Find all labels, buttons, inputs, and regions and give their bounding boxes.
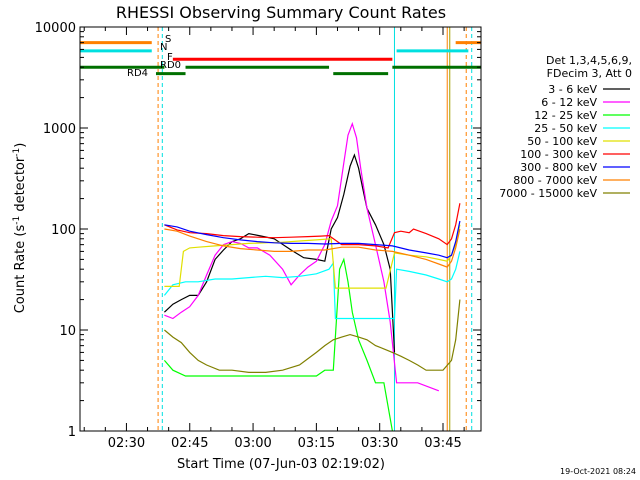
legend-label-1: 3 - 6 keV [548,83,597,96]
legend-header-line-2: FDecim 3, Att 0 [547,67,632,80]
x-tick-label-5: 03:30 [361,436,398,451]
series-line-3 [163,257,393,432]
series-line-4 [163,251,461,320]
legend-label-3: 12 - 25 keV [534,109,597,122]
x-axis-label: Start Time (07-Jun-03 02:19:02) [177,457,385,472]
x-tick-label-6: 03:45 [424,436,461,451]
flag-label-f: F [167,52,173,63]
flag-label-rd0: RD0 [160,60,181,71]
series-line-2 [164,121,440,392]
flag-label-rd4: RD4 [127,68,148,79]
y-tick-label-4: 1000 [43,122,76,137]
legend-label-5: 50 - 100 keV [527,135,597,148]
timestamp: 19-Oct-2021 08:24 [560,467,636,476]
series-line-6 [164,203,461,249]
legend-label-4: 25 - 50 keV [534,122,597,135]
series-line-1 [163,153,396,353]
series-line-5 [164,224,461,289]
series-line-8 [164,228,461,268]
series-line-9 [164,299,461,373]
legend-label-9: 7000 - 15000 keV [499,187,597,200]
y-tick-label-3: 100 [51,223,76,238]
flag-label-s: S [165,34,171,45]
x-tick-label-3: 03:00 [234,436,271,451]
legend-header-line-1: Det 1,3,4,5,6,9, [546,54,632,67]
y-tick-label-1: 1 [68,425,76,440]
legend-label-2: 6 - 12 keV [541,96,597,109]
y-tick-label-2: 10 [59,324,76,339]
x-tick-label-4: 03:15 [298,436,335,451]
x-tick-label-2: 02:45 [171,436,208,451]
series-line-7 [164,220,461,259]
chart-title: RHESSI Observing Summary Count Rates [116,3,446,22]
legend-label-6: 100 - 300 keV [520,148,597,161]
legend-label-8: 800 - 7000 keV [513,174,597,187]
y-tick-label-5: 10000 [35,21,76,36]
legend-label-7: 300 - 800 keV [520,161,597,174]
flag-label-n: N [160,42,167,53]
y-axis-label: Count Rate (s-1 detector-1) [12,143,28,314]
x-tick-label-1: 02:30 [108,436,145,451]
